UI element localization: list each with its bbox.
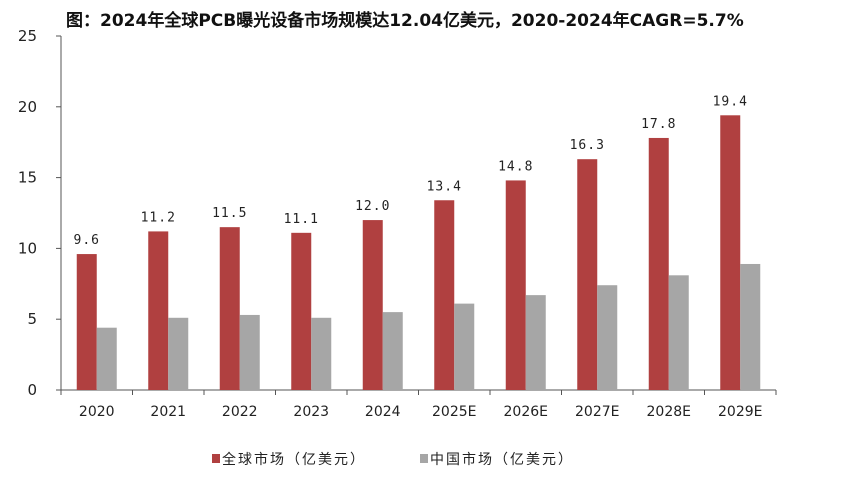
x-tick-label: 2026E	[504, 404, 548, 420]
x-tick-label: 2022	[222, 404, 258, 420]
x-tick-label: 2027E	[575, 404, 619, 420]
legend-item-global: 全球市场（亿美元）	[212, 451, 366, 468]
bar-china-2027E	[597, 285, 618, 390]
y-tick-label: 25	[18, 27, 37, 45]
bar-china-2024	[382, 312, 403, 390]
bar-global-2020	[76, 254, 97, 390]
bar-global-2026E	[505, 180, 526, 390]
y-tick-label: 5	[27, 310, 37, 328]
bar-china-2022	[239, 314, 260, 390]
bar-china-2021	[168, 317, 189, 390]
bar-global-2025E	[434, 200, 455, 390]
data-label-global-2029E: 19.4	[713, 94, 748, 109]
data-label-global-2027E: 16.3	[570, 138, 605, 153]
legend-swatch	[212, 454, 220, 463]
y-tick-label: 0	[27, 381, 37, 399]
data-label-global-2026E: 14.8	[498, 159, 533, 174]
bar-global-2027E	[577, 159, 598, 390]
x-tick-label: 2024	[365, 404, 401, 420]
data-label-global-2025E: 13.4	[427, 179, 462, 194]
bar-global-2029E	[720, 115, 741, 391]
x-tick-label: 2023	[293, 404, 329, 420]
x-tick-label: 2021	[150, 404, 186, 420]
data-label-global-2021: 11.2	[141, 210, 176, 225]
bar-global-2022	[219, 227, 240, 390]
axes: 0 5 10 15 20 25	[18, 27, 777, 399]
bar-global-2023	[291, 232, 312, 390]
data-label-global-2022: 11.5	[212, 206, 247, 221]
bar-china-2025E	[454, 303, 475, 390]
chart-title: 图：2024年全球PCB曝光设备市场规模达12.04亿美元，2020-2024年…	[66, 11, 744, 31]
x-tick-label: 2025E	[432, 404, 476, 420]
bars	[76, 115, 761, 391]
x-tick-label: 2029E	[718, 404, 762, 420]
bar-global-2028E	[648, 137, 669, 390]
bar-china-2026E	[525, 295, 546, 390]
y-tick-label: 10	[18, 239, 37, 257]
data-label-global-2020: 9.6	[74, 233, 100, 248]
x-tick-label: 2020	[79, 404, 115, 420]
bar-china-2023	[311, 317, 332, 390]
bar-china-2020	[96, 327, 117, 390]
y-tick-label: 15	[18, 169, 37, 187]
legend: 全球市场（亿美元） 中国市场（亿美元）	[212, 451, 574, 468]
bar-global-2024	[362, 220, 383, 390]
legend-swatch	[420, 454, 428, 463]
y-tick-label: 20	[18, 98, 37, 116]
bar-global-2021	[148, 231, 169, 390]
labels: 9.6 2020 11.2 2021 11.5 2022 11.1 2023 12.0 2024 1…	[74, 94, 763, 420]
data-label-global-2028E: 17.8	[641, 117, 676, 132]
legend-label: 全球市场（亿美元）	[222, 451, 366, 468]
data-label-global-2024: 12.0	[355, 199, 390, 214]
data-label-global-2023: 11.1	[284, 212, 319, 227]
bar-china-2029E	[740, 263, 761, 390]
x-tick-label: 2028E	[647, 404, 691, 420]
legend-label: 中国市场（亿美元）	[430, 451, 574, 468]
bar-china-2028E	[668, 275, 689, 390]
legend-item-china: 中国市场（亿美元）	[420, 451, 574, 468]
